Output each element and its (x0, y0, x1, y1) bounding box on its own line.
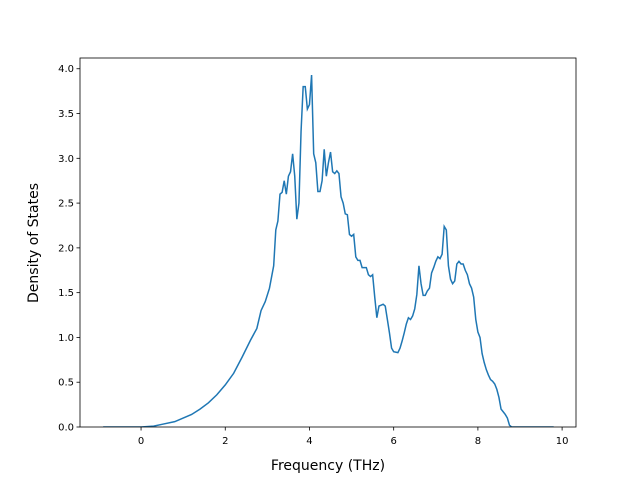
x-tick-label: 2 (222, 436, 228, 447)
y-tick-label: 1.5 (58, 288, 74, 299)
x-tick-label: 0 (138, 436, 144, 447)
y-tick-label: 3.5 (58, 109, 74, 120)
plot-frame (79, 57, 577, 428)
y-tick-label: 3.0 (58, 154, 74, 165)
x-tick-label: 4 (306, 436, 312, 447)
x-tick-label: 6 (390, 436, 396, 447)
y-tick-label: 4.0 (58, 64, 74, 75)
y-tick-label: 0.5 (58, 378, 74, 389)
y-tick-label: 0.0 (58, 423, 74, 434)
y-tick-label: 2.0 (58, 243, 74, 254)
y-axis-label: Density of States (26, 183, 42, 303)
x-tick-label: 8 (475, 436, 481, 447)
x-axis-label: Frequency (THz) (271, 458, 385, 474)
x-tick-label: 10 (556, 436, 569, 447)
data-line (103, 74, 554, 427)
y-tick-label: 1.0 (58, 333, 74, 344)
y-tick-label: 2.5 (58, 199, 74, 210)
